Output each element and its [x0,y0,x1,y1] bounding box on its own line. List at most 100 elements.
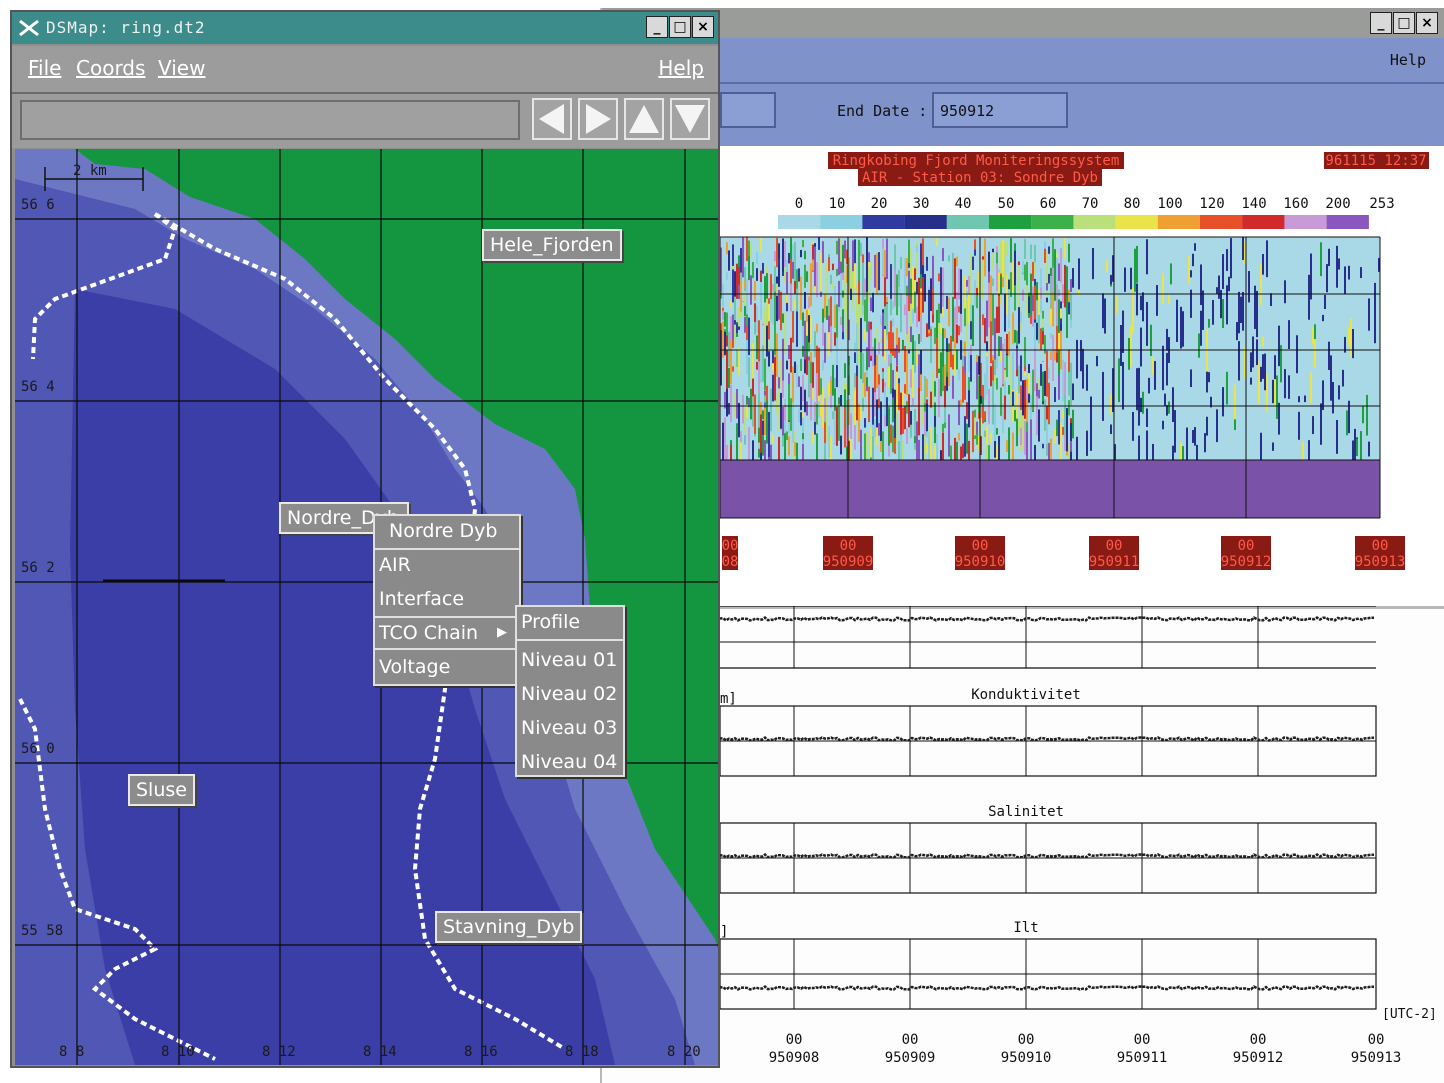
time-tick-date: 950910 [1001,1050,1052,1066]
minimize-icon[interactable]: _ [646,16,668,38]
minimize-icon[interactable]: _ [1370,12,1392,34]
heatmap-cell [860,429,862,460]
heatmap-cell [826,395,828,441]
submenu-item-niveau-02[interactable]: Niveau 02 [521,683,618,705]
view-menu[interactable]: View [158,56,206,80]
heatmap-cell [1162,345,1164,378]
heatmap-cell [892,383,894,398]
heatmap-cell [858,305,860,348]
submenu-item-niveau-01[interactable]: Niveau 01 [521,649,618,671]
heatmap-cell [1186,427,1188,460]
heatmap-cell [1076,436,1078,460]
menu-item-air[interactable]: AIR [379,554,411,576]
heatmap-cell [998,435,1000,460]
heatmap-cell [1156,285,1158,316]
station-sluse[interactable]: Sluse [128,774,195,806]
heatmap-cell [1054,349,1056,361]
maximize-icon[interactable]: □ [669,16,691,38]
heatmap-cell [856,375,858,421]
scale-swatch [820,215,863,229]
close-icon[interactable]: × [1416,12,1438,34]
pan-down-button[interactable] [670,98,710,140]
heatmap-cell [826,263,828,306]
heatmap-cell [1354,428,1356,460]
data-window-titlebar[interactable]: _ □ × [602,8,1444,38]
station-stavning-dyb[interactable]: Stavning_Dyb [435,911,583,943]
menu-item-tco-chain[interactable]: TCO Chain ▶ [375,616,519,650]
heatmap-cell [1034,249,1036,275]
close-icon[interactable]: × [692,16,714,38]
date-tick-banner [722,536,738,570]
pan-left-button[interactable] [532,98,572,140]
heatmap-cell [1118,358,1120,403]
heatmap-cell [832,411,834,420]
heatmap-cell [876,327,878,343]
heatmap-cell [964,308,966,327]
heatmap-cell [1020,311,1022,323]
heatmap-cell [790,237,792,263]
date-tick-date: 08 [722,554,739,570]
heatmap-cell [1328,341,1330,370]
help-menu[interactable]: Help [1389,51,1426,69]
heatmap-cell [820,252,822,292]
panel-unit-label: ] [720,924,728,940]
heatmap-cell [790,258,792,284]
heatmap-cell [740,442,742,460]
heatmap-cell [904,303,906,316]
map-window-titlebar[interactable]: DSMap: ring.dt2 _ □ × [12,12,718,44]
heatmap-cell [924,435,926,460]
heatmap-cell [784,267,786,283]
heatmap-cell [800,412,802,426]
file-menu[interactable]: File [28,56,62,80]
heatmap-cell [1138,367,1140,409]
heatmap-cell [798,268,800,282]
heatmap-cell [810,359,812,405]
station-hele-fjorden[interactable]: Hele_Fjorden [482,229,622,261]
heatmap-cell [972,410,974,453]
heatmap-cell [808,360,810,398]
heatmap-cell [1002,277,1004,287]
heatmap-cell [768,240,770,278]
longitude-label: 8 10 [161,1044,195,1060]
coordinate-field[interactable] [20,100,520,140]
coords-menu[interactable]: Coords [76,56,146,80]
heatmap-cell [960,269,962,314]
heatmap-cell [1272,379,1274,404]
heatmap-cell [836,406,838,446]
heatmap-cell [934,381,936,397]
end-date-field[interactable]: 950912 [932,92,1068,128]
heatmap-cell [832,281,834,290]
help-menu[interactable]: Help [658,56,704,80]
submenu-item-niveau-04[interactable]: Niveau 04 [521,751,618,773]
submenu-item-profile[interactable]: Profile [521,611,581,633]
heatmap-cell [1006,240,1008,256]
pan-right-button[interactable] [578,98,618,140]
heatmap-cell [932,242,934,266]
menu-item-voltage[interactable]: Voltage [379,656,451,678]
submenu-item-niveau-03[interactable]: Niveau 03 [521,717,618,739]
heatmap-cell [1010,238,1012,263]
data-trace [718,616,1374,623]
heatmap-cell [942,432,944,460]
menu-item-interface[interactable]: Interface [379,588,465,610]
heatmap-cell [1262,254,1264,275]
heatmap-cell [1116,295,1118,314]
heatmap-cell [1052,431,1054,460]
heatmap-cell [1320,403,1322,445]
heatmap-cell [876,427,878,446]
heatmap-cell [840,238,842,262]
start-date-field[interactable] [720,92,776,128]
heatmap-cell [816,323,818,333]
fjord-map[interactable]: 2 km 56 6 56 4 56 2 56 0 55 58 8 8 8 10 8 12 8 … [15,149,718,1065]
heatmap-cell [1070,319,1072,328]
heatmap-cell [900,293,902,333]
heatmap-cell [1040,363,1042,386]
maximize-icon[interactable]: □ [1393,12,1415,34]
heatmap-cell [866,352,868,386]
pan-up-button[interactable] [624,98,664,140]
heatmap-cell [1038,314,1040,344]
heatmap-cell [846,399,848,428]
heatmap-cell [1054,262,1056,301]
heatmap-cell [926,443,928,454]
heatmap-cell [1068,243,1070,263]
